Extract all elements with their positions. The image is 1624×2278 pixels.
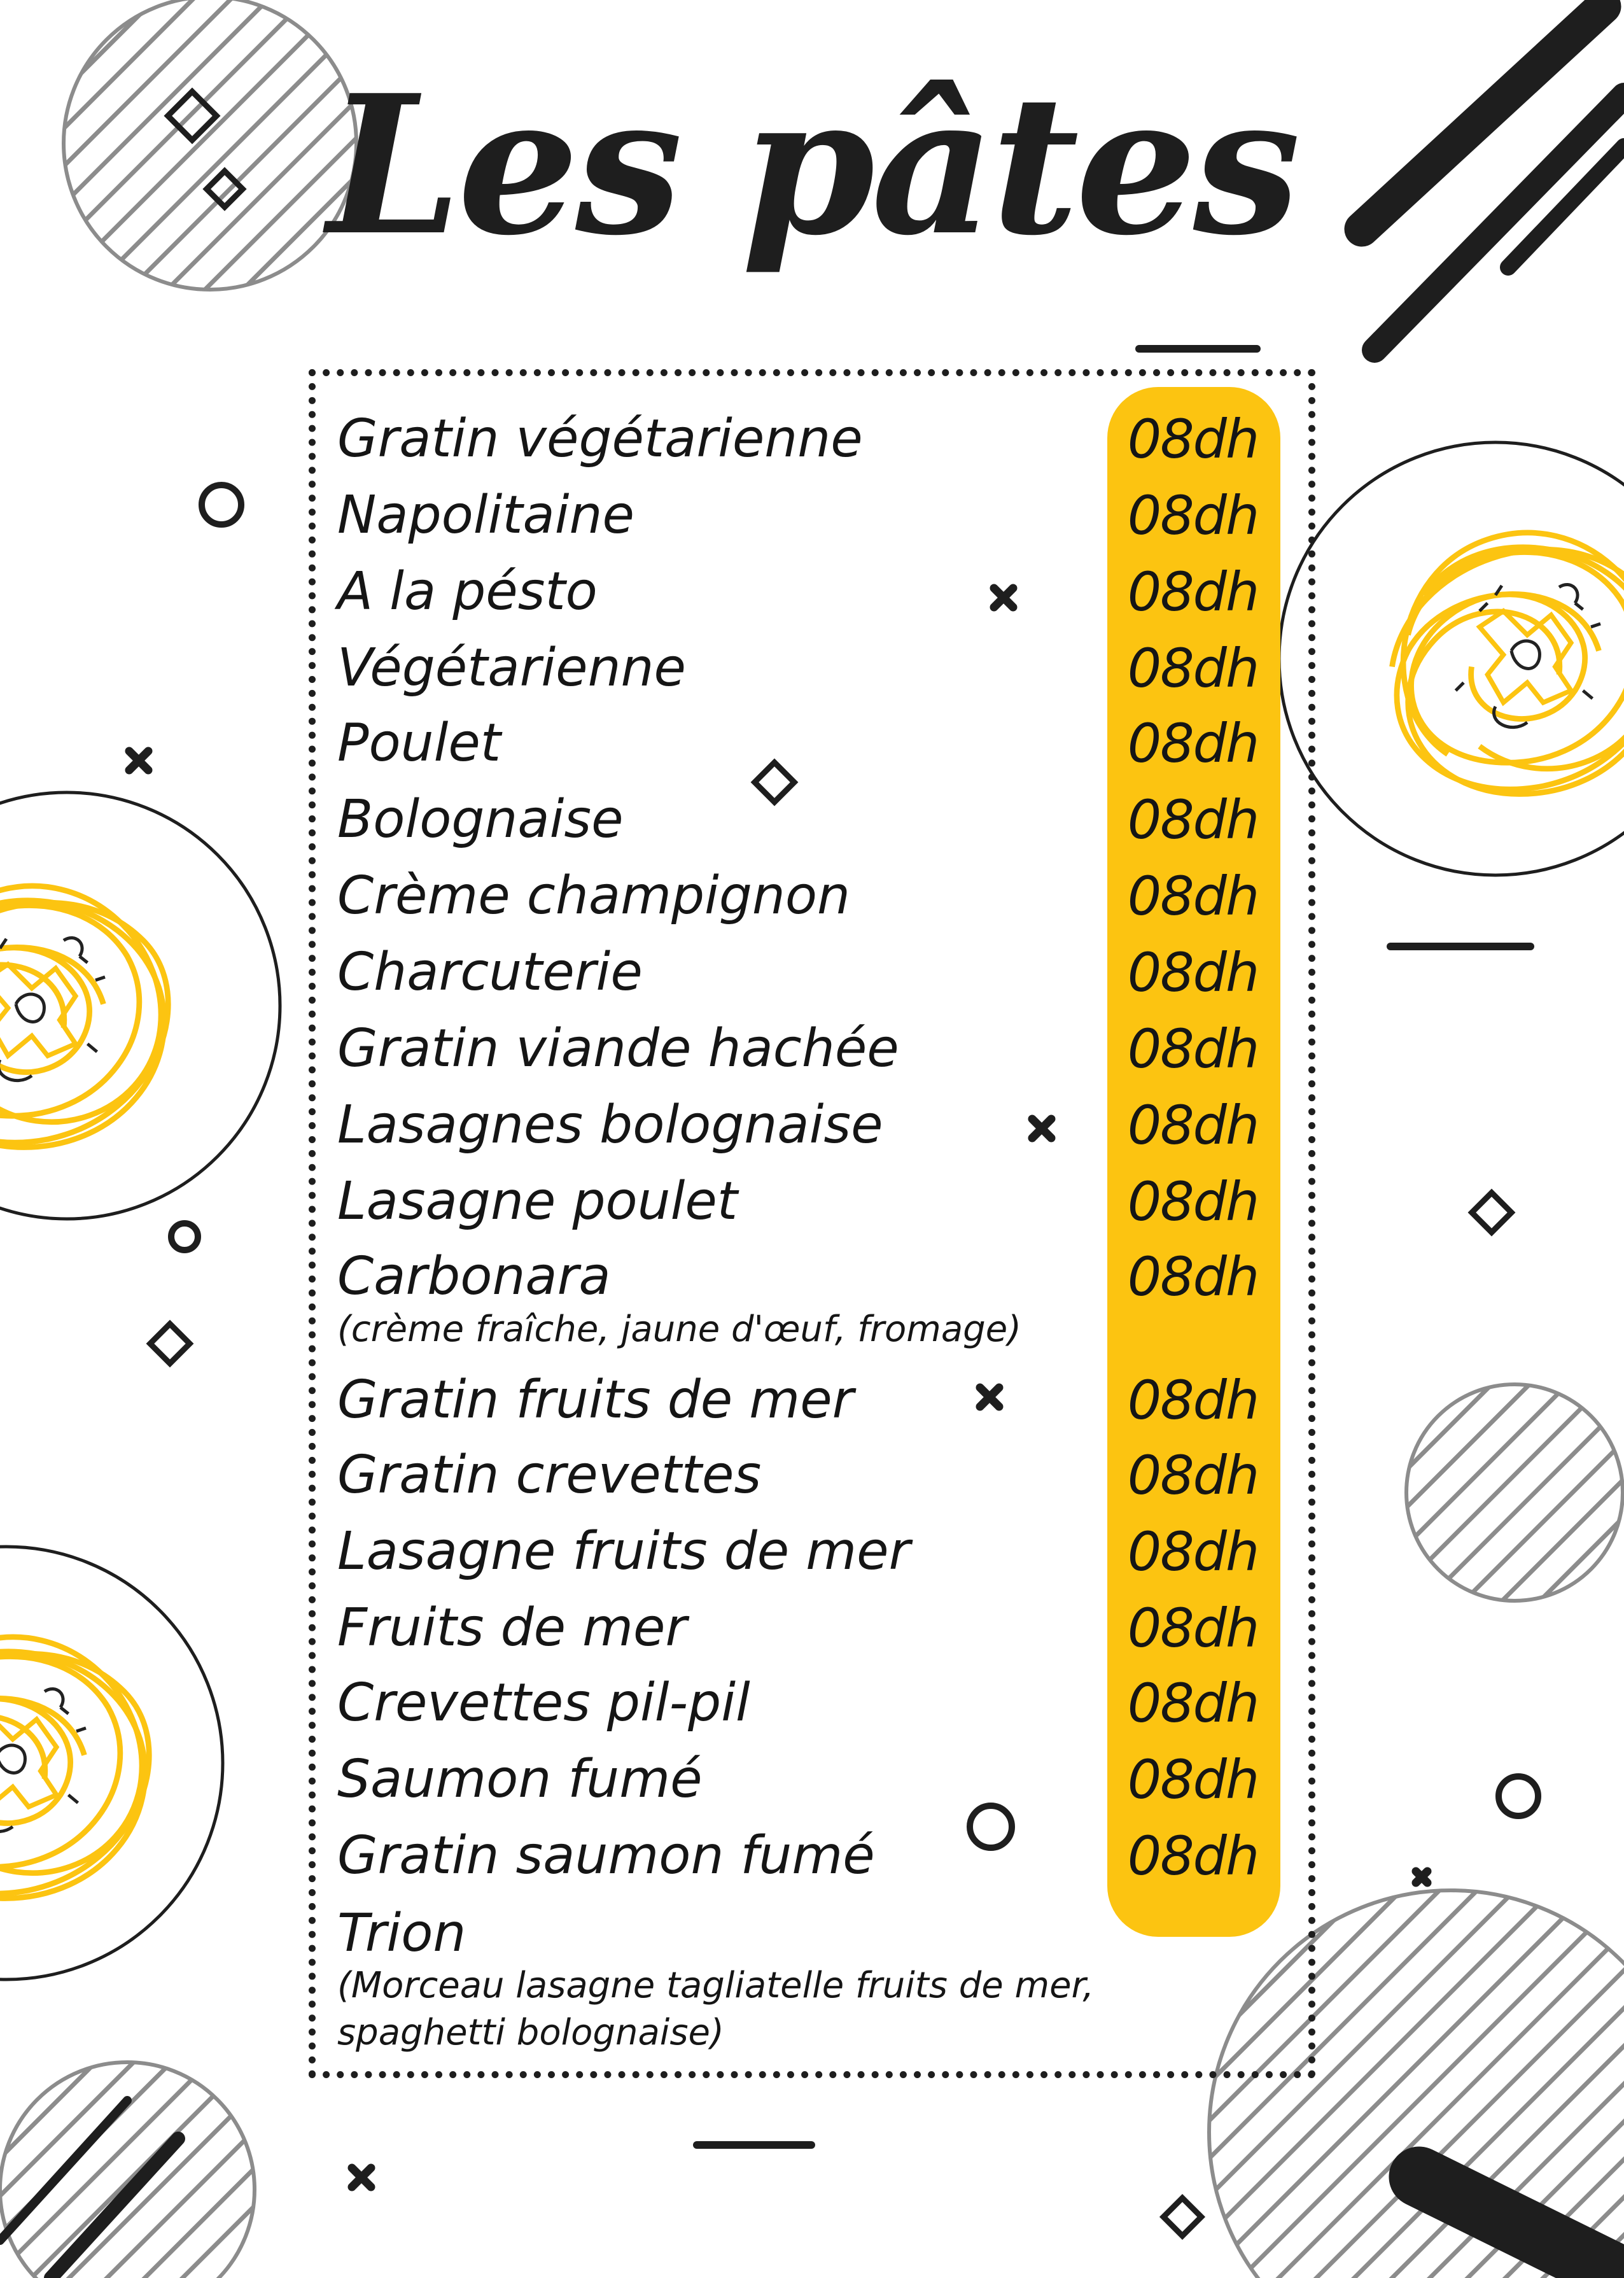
menu-item-price: 08dh	[1127, 561, 1259, 623]
menu-item-price: 08dh	[1127, 1748, 1259, 1811]
striped-circle-bottom-left	[0, 2060, 256, 2278]
menu-item-description: (crème fraîche, jaune d'œuf, fromage)	[337, 1309, 1022, 1350]
menu-item-price: 08dh	[1127, 1018, 1259, 1080]
menu-item-price: 08dh	[1127, 789, 1259, 851]
pasta-plate-right	[1277, 440, 1624, 877]
menu-item-price: 08dh	[1127, 1597, 1259, 1659]
menu-item-name: Végétarienne	[337, 638, 686, 698]
menu-item-description: (Morceau lasagne tagliatelle fruits de m…	[337, 1965, 1095, 2006]
striped-circle-top-left	[62, 0, 358, 292]
menu-item-name: A la pésto	[337, 561, 598, 622]
menu-item-name: Gratin végétarienne	[337, 409, 863, 469]
menu-item-price: 08dh	[1127, 865, 1259, 927]
menu-item-price: 08dh	[1127, 1171, 1259, 1233]
menu-item-name: Lasagnes bolognaise	[337, 1095, 883, 1155]
menu-item-price: 08dh	[1127, 637, 1259, 700]
menu-item-description: spaghetti bolognaise)	[337, 2012, 724, 2053]
menu-item-price: 08dh	[1127, 1672, 1259, 1734]
pasta-plate-bottom-left	[0, 1545, 225, 1981]
menu-item-name: Lasagne fruits de mer	[337, 1521, 911, 1582]
price-column-highlight	[1107, 387, 1280, 1937]
menu-item-name: Gratin fruits de mer	[337, 1370, 854, 1430]
menu-item-name: Saumon fumé	[337, 1749, 703, 1810]
menu-item-name: Crème champignon	[337, 866, 850, 926]
menu-item-name: Napolitaine	[337, 485, 634, 545]
menu-item-name: Lasagne poulet	[337, 1171, 738, 1232]
menu-item-name: Poulet	[337, 713, 501, 773]
menu-item-name: Crevettes pil-pil	[337, 1673, 750, 1733]
menu-item-name: Trion	[337, 1903, 466, 1964]
menu-item-price: 08dh	[1127, 712, 1259, 775]
menu-item-name: Charcuterie	[337, 942, 643, 1002]
menu-item-price: 08dh	[1127, 1246, 1259, 1308]
menu-item-price: 08dh	[1127, 1094, 1259, 1157]
menu-item-name: Carbonara	[337, 1246, 611, 1307]
menu-item-price: 08dh	[1127, 1521, 1259, 1583]
menu-item-name: Fruits de mer	[337, 1598, 687, 1658]
menu-item-price: 08dh	[1127, 408, 1259, 470]
menu-frame	[309, 369, 1315, 2078]
page-title: Les pâtes	[327, 53, 1301, 278]
menu-item-name: Gratin crevettes	[337, 1445, 762, 1505]
menu-item-price: 08dh	[1127, 484, 1259, 547]
menu-item-name: Gratin saumon fumé	[337, 1825, 875, 1886]
menu-item-price: 08dh	[1127, 1825, 1259, 1887]
striped-circle-right	[1404, 1382, 1624, 1603]
menu-item-name: Gratin viande hachée	[337, 1018, 899, 1079]
menu-item-price: 08dh	[1127, 941, 1259, 1004]
menu-item-name: Bolognaise	[337, 789, 624, 850]
menu-item-price: 08dh	[1127, 1369, 1259, 1431]
menu-item-price: 08dh	[1127, 1444, 1259, 1507]
